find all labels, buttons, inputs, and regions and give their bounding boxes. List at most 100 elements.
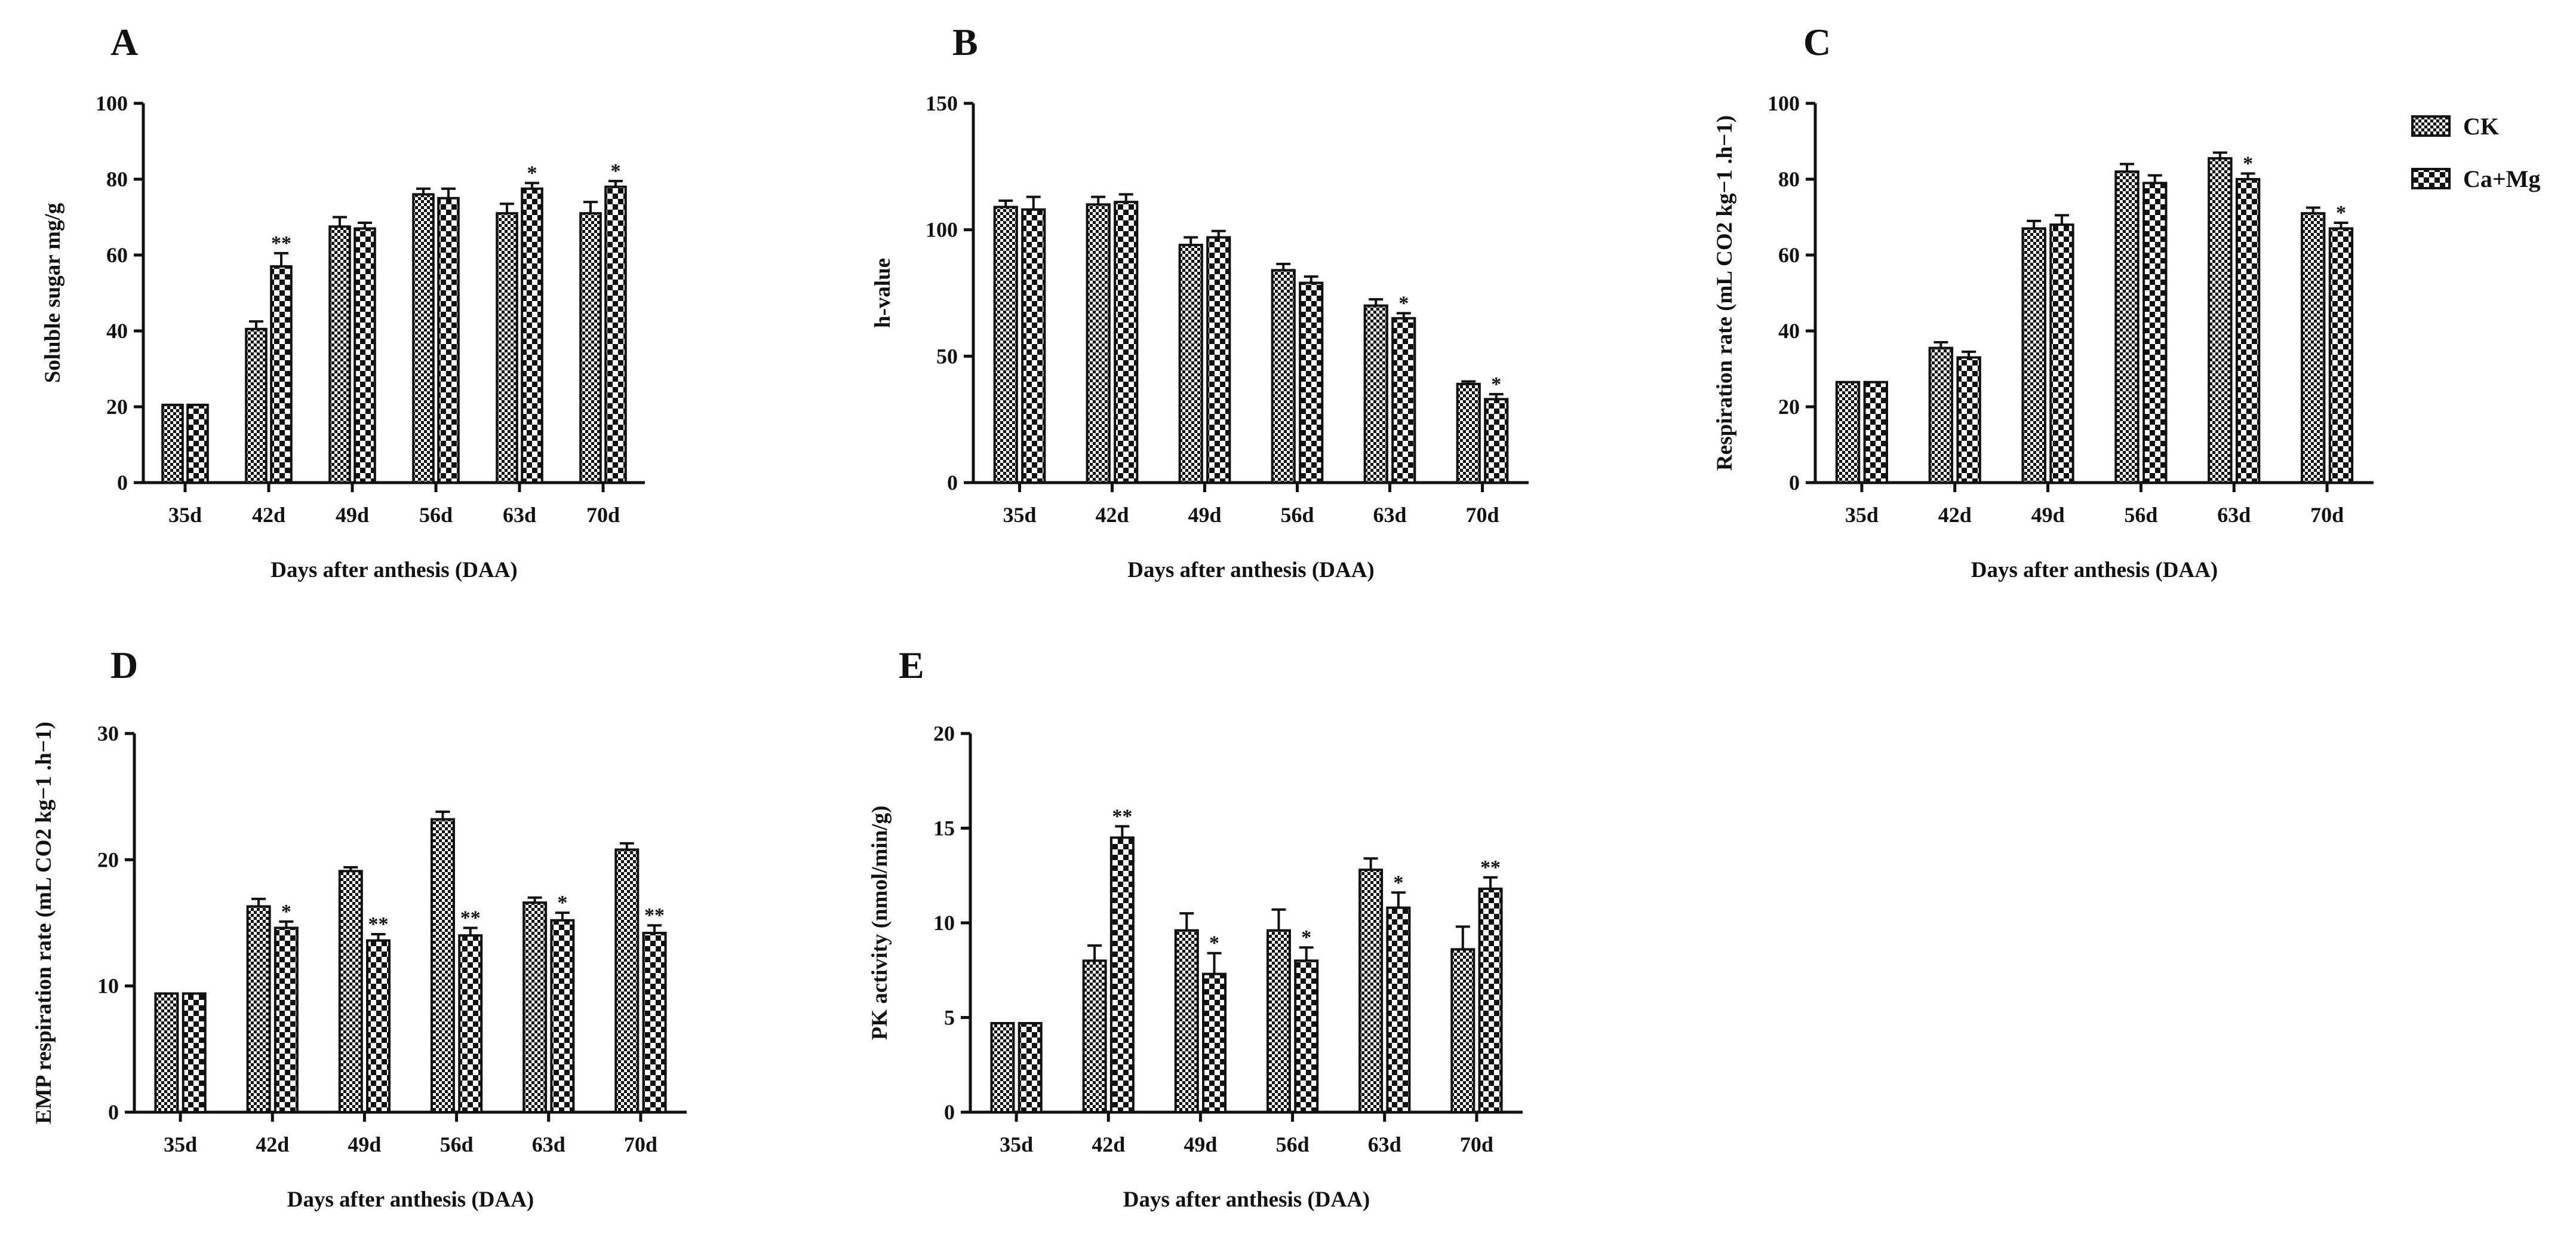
- significance-label: *: [281, 901, 291, 923]
- bar-ck: [1450, 948, 1475, 1113]
- bar-camg: [1114, 201, 1139, 484]
- y-tick-label: 10: [97, 974, 119, 998]
- significance-label: *: [1393, 871, 1403, 894]
- y-tick-label: 15: [933, 817, 955, 840]
- bar-ck: [1835, 380, 1861, 484]
- x-tick-label: 63d: [1373, 503, 1406, 527]
- significance-label: *: [1301, 926, 1311, 949]
- y-tick-label: 0: [1789, 471, 1800, 495]
- y-tick-label: 40: [106, 319, 128, 343]
- significance-label: *: [1209, 932, 1219, 954]
- significance-label: *: [1491, 373, 1501, 395]
- significance-label: *: [1398, 292, 1409, 314]
- bar-ck: [328, 225, 351, 484]
- bar-ck: [990, 1022, 1015, 1114]
- panel-letter: A: [110, 21, 138, 63]
- bar-camg: [353, 227, 376, 484]
- bar-camg: [642, 931, 667, 1113]
- bar-camg: [1294, 959, 1319, 1114]
- y-tick-label: 0: [944, 1100, 955, 1124]
- bar-camg: [1386, 906, 1411, 1113]
- x-tick-label: 42d: [1938, 503, 1972, 527]
- panel-letter: D: [110, 644, 138, 686]
- x-tick-label: 63d: [532, 1132, 565, 1156]
- significance-label: *: [2336, 202, 2346, 224]
- x-tick-label: 49d: [1188, 503, 1221, 527]
- y-tick-label: 60: [106, 243, 128, 267]
- x-tick-label: 42d: [1092, 1132, 1125, 1156]
- y-tick-label: 50: [936, 344, 958, 368]
- significance-label: *: [557, 892, 567, 914]
- bar-ck: [430, 818, 455, 1113]
- panel-letter: C: [1803, 21, 1831, 63]
- panel-c: C 0 20 40 60 80 100 35d 42d 49d 56d 63d * 70d * Days af…: [1713, 21, 2540, 582]
- y-axis-title: EMP respiration rate (mL CO2 kg−1 .h−1): [32, 722, 56, 1124]
- x-tick-label: 63d: [1368, 1132, 1401, 1156]
- y-axis-title: PK activity (nmol/min/g): [868, 806, 892, 1041]
- x-tick-label: 42d: [256, 1132, 289, 1156]
- bar-camg: [1956, 356, 1981, 484]
- x-tick-label: 56d: [1280, 503, 1314, 527]
- y-tick-label: 40: [1778, 319, 1800, 343]
- y-tick-label: 0: [947, 471, 958, 495]
- bar-camg: [2235, 178, 2261, 484]
- bar-ck: [993, 205, 1018, 484]
- y-tick-label: 80: [106, 167, 128, 191]
- y-axis-title: Respiration rate (mL CO2 kg−1 .h−1): [1713, 115, 1737, 471]
- x-tick-label: 56d: [419, 503, 453, 527]
- bar-ck: [522, 901, 548, 1113]
- y-tick-label: 0: [108, 1100, 119, 1124]
- bar-camg: [550, 919, 575, 1113]
- bar-camg: [1299, 281, 1324, 484]
- x-tick-label: 35d: [1845, 503, 1879, 527]
- y-tick-label: 20: [1778, 395, 1800, 419]
- legend-swatch-ck: [2411, 115, 2451, 137]
- bar-camg: [437, 197, 460, 484]
- significance-label: **: [644, 904, 665, 926]
- legend: CK Ca+Mg: [2411, 113, 2540, 192]
- y-tick-label: 80: [1778, 167, 1800, 191]
- bar-ck: [2114, 170, 2140, 484]
- significance-label: **: [1112, 805, 1132, 827]
- significance-label: **: [1480, 857, 1501, 879]
- y-tick-label: 20: [106, 395, 128, 419]
- bar-ck: [2301, 212, 2326, 484]
- bar-camg: [273, 926, 299, 1114]
- y-tick-label: 20: [97, 848, 119, 871]
- bar-ck: [1266, 929, 1291, 1114]
- x-tick-label: 35d: [1000, 1132, 1033, 1156]
- x-tick-label: 70d: [586, 503, 620, 527]
- y-tick-label: 5: [944, 1006, 955, 1030]
- significance-label: *: [2243, 152, 2253, 174]
- x-tick-label: 49d: [2031, 503, 2065, 527]
- bar-ck: [1358, 868, 1384, 1113]
- x-axis-title: Days after anthesis (DAA): [287, 1187, 534, 1212]
- y-axis-title: Soluble sugar mg/g: [41, 202, 65, 383]
- bar-camg: [270, 265, 293, 484]
- panel-d: D 0 10 20 30 35d 42d * 49d ** 56d ** 63d * 70d ** Days a…: [32, 644, 687, 1212]
- bar-camg: [1018, 1022, 1043, 1114]
- y-tick-label: 100: [926, 218, 958, 242]
- bar-ck: [579, 212, 602, 484]
- bar-ck: [246, 905, 271, 1113]
- legend-label: CK: [2463, 113, 2499, 140]
- legend-label: Ca+Mg: [2463, 165, 2540, 192]
- y-tick-label: 150: [926, 91, 958, 115]
- significance-label: *: [527, 162, 537, 184]
- significance-label: **: [271, 232, 291, 254]
- bar-ck: [614, 848, 640, 1113]
- x-tick-label: 49d: [348, 1132, 381, 1156]
- panel-e: E 0 5 10 15 20 35d 42d ** 49d * 56d * 63d * 70d ** Days a…: [868, 644, 1523, 1212]
- y-tick-label: 30: [97, 722, 119, 745]
- bar-camg: [458, 934, 483, 1113]
- x-tick-label: 49d: [336, 503, 369, 527]
- y-tick-label: 20: [933, 722, 955, 745]
- bar-camg: [1391, 317, 1416, 484]
- bar-ck: [496, 212, 518, 484]
- bar-ck: [1363, 304, 1388, 484]
- significance-label: **: [368, 913, 389, 935]
- bar-ck: [1174, 929, 1199, 1114]
- bar-ck: [154, 992, 179, 1114]
- bar-ck: [1928, 346, 1954, 484]
